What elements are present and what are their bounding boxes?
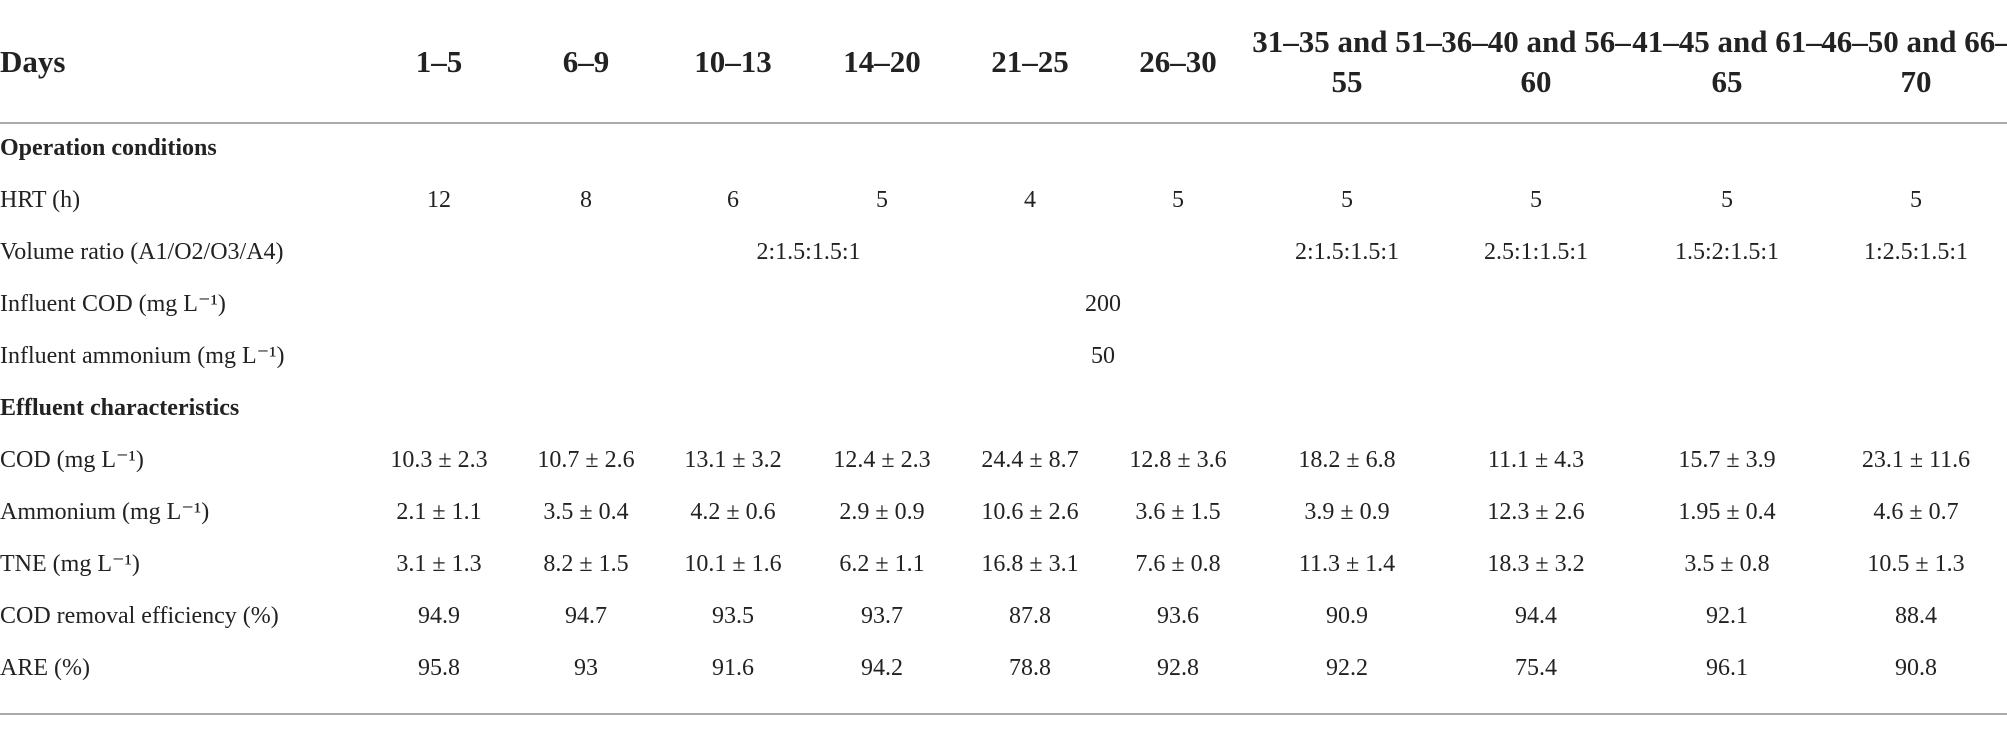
cell: 2.1 ± 1.1 [396,499,482,525]
cell: 93.7 [861,603,903,629]
cell: 90.8 [1895,655,1937,681]
section-title: Operation conditions [0,135,217,161]
cell: 78.8 [1009,655,1051,681]
row-label: ARE (%) [0,655,90,681]
cell: 13.1 ± 3.2 [684,447,782,473]
cell: 95.8 [418,655,460,681]
cell: 10.5 ± 1.3 [1867,551,1965,577]
row-label: COD removal efficiency (%) [0,603,279,629]
row-label: HRT (h) [0,187,81,213]
cell: 93 [574,655,598,681]
cell: 1:2.5:1.5:1 [1863,239,1969,265]
section-title: Effluent characteristics [0,395,240,421]
cell: 3.9 ± 0.9 [1304,499,1390,525]
cell: 16.8 ± 3.1 [981,551,1079,577]
cell: 11.3 ± 1.4 [1298,551,1396,577]
cell: 18.3 ± 3.2 [1487,551,1585,577]
cell: 12.3 ± 2.6 [1487,499,1585,525]
header-cell: 1–5 [415,44,463,79]
header-cell: 6–9 [562,44,610,79]
cell: 6.2 ± 1.1 [839,551,925,577]
cell: 12.8 ± 3.6 [1129,447,1227,473]
row-label: Ammonium (mg L⁻¹) [0,499,210,525]
row-label: COD (mg L⁻¹) [0,447,144,473]
cell: 5 [1530,187,1542,213]
header-cell: 46–50 and 66–70 [1821,24,2007,99]
cell: 92.8 [1157,655,1199,681]
cell: 2.5:1:1.5:1 [1483,239,1589,265]
cell: 4.6 ± 0.7 [1873,499,1959,525]
cell: 12.4 ± 2.3 [833,447,931,473]
cell: 2.9 ± 0.9 [839,499,925,525]
cell: 3.6 ± 1.5 [1135,499,1221,525]
cell: 2:1.5:1.5:1 [1294,239,1400,265]
cell: 24.4 ± 8.7 [981,447,1079,473]
cell: 90.9 [1326,603,1368,629]
cell: 92.2 [1326,655,1368,681]
cell: 200 [1085,291,1121,317]
row-label: TNE (mg L⁻¹) [0,551,140,577]
cell: 3.1 ± 1.3 [396,551,482,577]
cell: 50 [1091,343,1115,369]
cell: 12 [427,187,451,213]
cell: 10.7 ± 2.6 [537,447,635,473]
cell: 94.2 [861,655,903,681]
cell: 15.7 ± 3.9 [1678,447,1776,473]
header-cell: 10–13 [694,44,772,79]
cell: 5 [876,187,888,213]
cell: 18.2 ± 6.8 [1298,447,1396,473]
cell: 10.1 ± 1.6 [684,551,782,577]
header-cell: 31–35 and 51–55 [1252,24,1442,99]
row-label: Volume ratio (A1/O2/O3/A4) [0,239,284,265]
cell: 8 [580,187,592,213]
cell: 3.5 ± 0.8 [1684,551,1770,577]
cell: 91.6 [712,655,754,681]
cell: 1.95 ± 0.4 [1678,499,1776,525]
cell: 10.6 ± 2.6 [981,499,1079,525]
cell: 92.1 [1706,603,1748,629]
row-label: Influent ammonium (mg L⁻¹) [0,343,285,369]
header-rule [0,122,2007,124]
cell: 75.4 [1515,655,1557,681]
bottom-rule [0,713,2007,715]
cell: 96.1 [1706,655,1748,681]
header-cell: 21–25 [991,44,1069,79]
cell: 23.1 ± 11.6 [1861,447,1971,473]
cell: 3.5 ± 0.4 [543,499,629,525]
header-cell: 26–30 [1139,44,1217,79]
cell: 94.7 [565,603,607,629]
cell: 7.6 ± 0.8 [1135,551,1221,577]
cell: 8.2 ± 1.5 [543,551,629,577]
cell: 5 [1721,187,1733,213]
header-cell: 41–45 and 61–65 [1632,24,1822,99]
header-cell: 36–40 and 56–60 [1441,24,1631,99]
cell: 88.4 [1895,603,1937,629]
cell: 94.9 [418,603,460,629]
cell: 93.5 [712,603,754,629]
cell: 5 [1172,187,1184,213]
row-label: Influent COD (mg L⁻¹) [0,291,226,317]
cell: 10.3 ± 2.3 [390,447,488,473]
header-cell: Days [0,44,66,79]
cell: 1.5:2:1.5:1 [1674,239,1780,265]
cell: 6 [727,187,739,213]
cell: 4.2 ± 0.6 [690,499,776,525]
cell: 87.8 [1009,603,1051,629]
cell: 93.6 [1157,603,1199,629]
cell: 5 [1341,187,1353,213]
cell: 4 [1024,187,1036,213]
cell: 11.1 ± 4.3 [1487,447,1585,473]
cell: 5 [1910,187,1922,213]
header-cell: 14–20 [843,44,921,79]
cell: 2:1.5:1.5:1 [756,239,861,265]
cell: 94.4 [1515,603,1557,629]
